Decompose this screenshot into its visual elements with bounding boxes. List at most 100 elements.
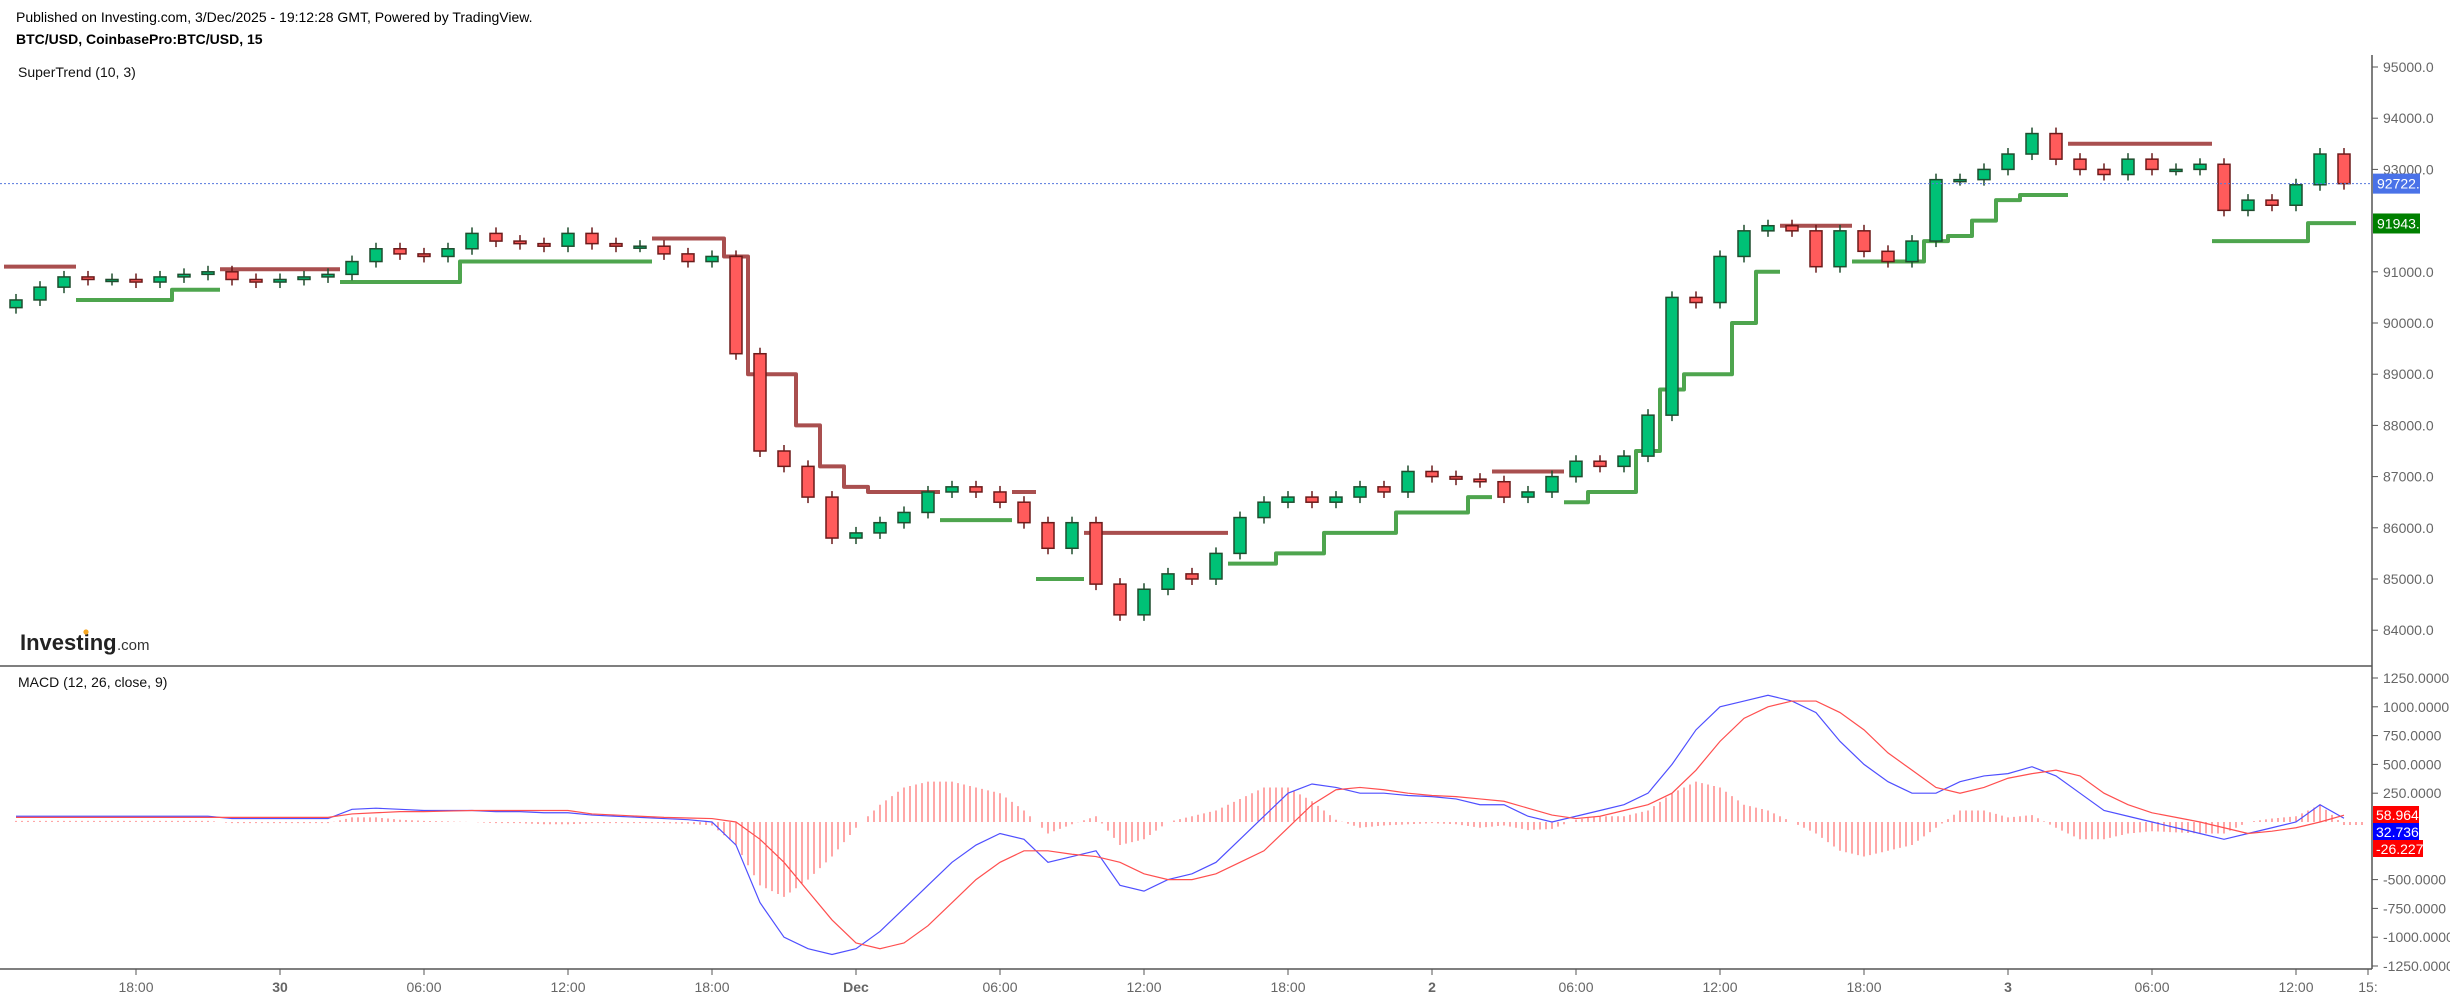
candle-up xyxy=(705,255,719,263)
candle-down xyxy=(129,278,143,283)
candle-up xyxy=(1953,178,1967,183)
investing-logo: Investing .com xyxy=(20,629,150,655)
time-tick-label: 06:00 xyxy=(982,979,1017,993)
candle-down xyxy=(1881,250,1895,263)
candle-down xyxy=(513,240,527,245)
macd-tick-label: 500.0000 xyxy=(2383,756,2442,772)
candle-down xyxy=(825,496,839,539)
macd-label: MACD (12, 26, close, 9) xyxy=(18,674,167,690)
candle-up xyxy=(2193,163,2207,171)
time-tick-label: 30 xyxy=(272,979,288,993)
price-tick-label: 86000.0 xyxy=(2383,520,2434,536)
candle-up xyxy=(1833,230,1847,268)
candle-up xyxy=(2169,168,2183,173)
candle-up xyxy=(1329,496,1343,503)
candle-down xyxy=(777,450,791,468)
candle-down xyxy=(2145,158,2159,171)
candle-up xyxy=(2001,153,2015,171)
candle-up xyxy=(849,532,863,539)
candle-down xyxy=(753,352,767,452)
macd-tick-label: 1000.0000 xyxy=(2383,699,2449,715)
price-tick-label: 84000.0 xyxy=(2383,622,2434,638)
time-tick-label: 15: xyxy=(2358,979,2377,993)
candle-down xyxy=(1425,470,1439,478)
candle-up xyxy=(1257,501,1271,519)
candle-down xyxy=(1041,521,1055,550)
candle-down xyxy=(1305,496,1319,503)
candle-up xyxy=(1665,296,1679,416)
candle-up xyxy=(321,273,335,278)
macd-tick-label: -500.0000 xyxy=(2383,872,2446,888)
symbol-title: BTC/USD, CoinbasePro:BTC/USD, 15 xyxy=(16,31,263,47)
candle-down xyxy=(393,248,407,255)
published-caption: Published on Investing.com, 3/Dec/2025 -… xyxy=(16,9,533,25)
price-tick-label: 93000.0 xyxy=(2383,161,2434,177)
time-tick-label: 06:00 xyxy=(406,979,441,993)
time-tick-label: 18:00 xyxy=(1270,979,1305,993)
candle-up xyxy=(2025,132,2039,155)
candle-down xyxy=(1017,501,1031,524)
candle-up xyxy=(561,232,575,247)
candle-up xyxy=(1521,491,1535,498)
candle-down xyxy=(969,486,983,493)
candle-up xyxy=(1713,255,1727,304)
candle-up xyxy=(9,299,23,309)
price-tick-label: 94000.0 xyxy=(2383,110,2434,126)
candle-up xyxy=(441,248,455,258)
price-tick-label: 90000.0 xyxy=(2383,315,2434,331)
candle-up xyxy=(1737,230,1751,258)
candle-down xyxy=(657,245,671,255)
time-tick-label: 12:00 xyxy=(2278,979,2313,993)
candle-up xyxy=(1233,516,1247,555)
supertrend-up-line xyxy=(1228,495,1492,566)
candle-up xyxy=(153,276,167,283)
candle-up xyxy=(1617,455,1631,468)
macd-tick-label: 250.0000 xyxy=(2383,785,2442,801)
candle-up xyxy=(1401,470,1415,493)
candle-up xyxy=(1761,224,1775,232)
candle-down xyxy=(249,278,263,283)
macd-tick-label: -750.0000 xyxy=(2383,900,2446,916)
candle-down xyxy=(537,242,551,247)
candle-up xyxy=(201,271,215,276)
macd-value-tag-bg xyxy=(2373,806,2419,823)
candle-down xyxy=(2073,158,2087,171)
time-tick-label: 12:00 xyxy=(1702,979,1737,993)
candle-down xyxy=(1809,230,1823,268)
supertrend-value-tag-bg xyxy=(2373,213,2420,234)
supertrend-down-line xyxy=(652,236,940,494)
candle-down xyxy=(585,232,599,245)
candle-down xyxy=(1689,296,1703,304)
time-tick-label: 06:00 xyxy=(2134,979,2169,993)
candle-down xyxy=(2337,153,2351,185)
candle-up xyxy=(105,278,119,283)
macd-tick-label: 1250.0000 xyxy=(2383,670,2449,686)
candle-down xyxy=(681,253,695,263)
candle-down xyxy=(1089,521,1103,585)
candle-down xyxy=(489,232,503,242)
macd-value-tag: 58.9643 xyxy=(2376,807,2427,823)
candle-up xyxy=(1977,168,1991,181)
candle-down xyxy=(609,242,623,247)
candle-down xyxy=(81,276,95,281)
candle-up xyxy=(1353,486,1367,498)
price-tick-label: 95000.0 xyxy=(2383,59,2434,75)
supertrend-lines xyxy=(4,141,2356,581)
candle-up xyxy=(1569,460,1583,478)
macd-line xyxy=(16,694,2345,956)
macd-value-tag: 32.7367 xyxy=(2376,824,2427,840)
time-tick-label: 18:00 xyxy=(1846,979,1881,993)
time-tick-label: Dec xyxy=(843,979,869,993)
candle-down xyxy=(1185,573,1199,580)
supertrend-up-line xyxy=(340,259,652,285)
candle-down xyxy=(417,253,431,258)
candle-up xyxy=(465,232,479,250)
candle-down xyxy=(2049,132,2063,160)
candle-down xyxy=(1857,230,1871,253)
macd-tick-label: 750.0000 xyxy=(2383,728,2442,744)
candle-up xyxy=(1161,573,1175,590)
macd-tick-label: -1000.0000 xyxy=(2383,929,2450,945)
candle-down xyxy=(1497,480,1511,498)
macd-value-tag-bg xyxy=(2373,823,2419,840)
